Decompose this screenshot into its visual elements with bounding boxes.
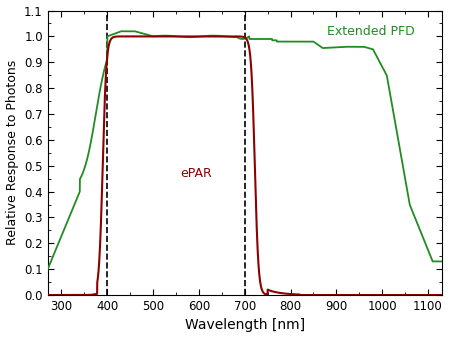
X-axis label: Wavelength [nm]: Wavelength [nm]: [184, 318, 305, 333]
Text: ePAR: ePAR: [180, 167, 212, 180]
Text: Extended PFD: Extended PFD: [327, 25, 415, 38]
Y-axis label: Relative Response to Photons: Relative Response to Photons: [5, 60, 18, 245]
